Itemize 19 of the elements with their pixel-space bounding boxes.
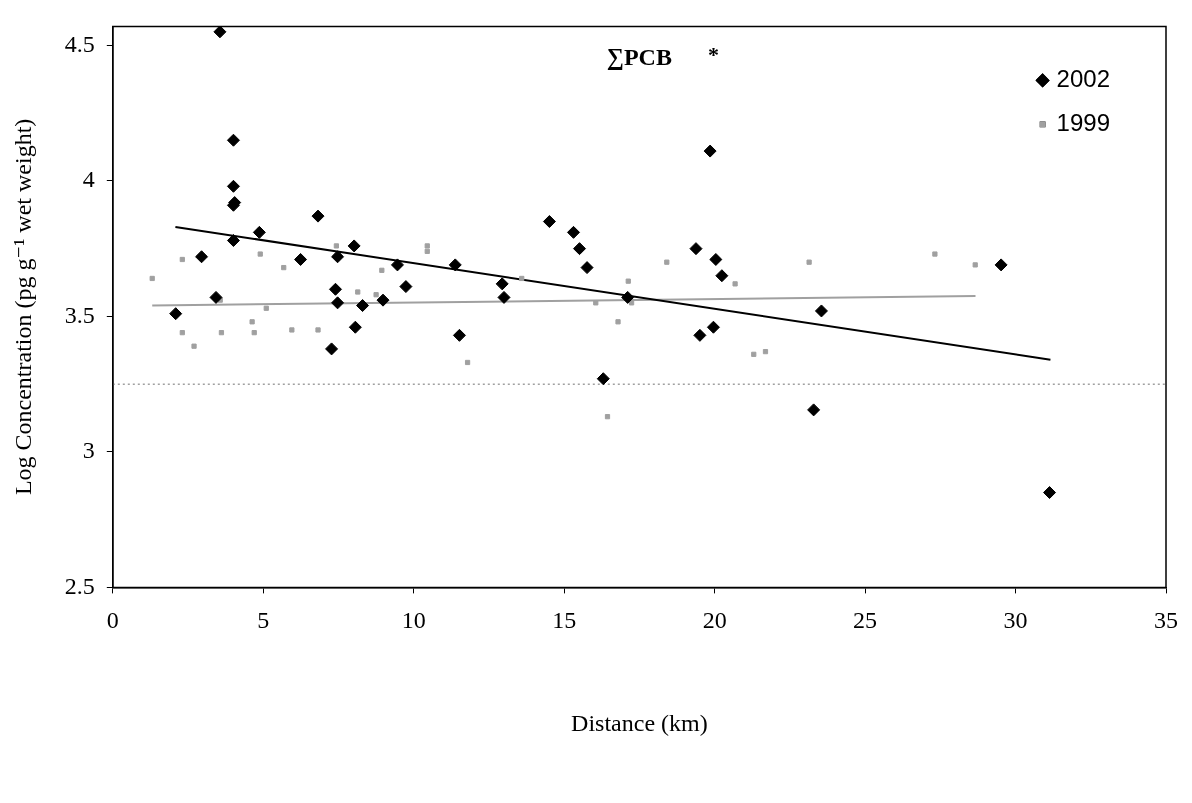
y-axis-title: Log Concentration (pg g⁻¹ wet weight) bbox=[9, 118, 36, 496]
x-tick-label: 0 bbox=[106, 607, 119, 634]
x-tick-label: 20 bbox=[702, 607, 727, 634]
y-tick-label: 4 bbox=[82, 166, 95, 193]
annotation: * bbox=[707, 42, 719, 68]
x-axis-title: Distance (km) bbox=[571, 709, 708, 736]
y-tick-label: 2.5 bbox=[64, 572, 95, 599]
legend-label: 1999 bbox=[1056, 109, 1110, 137]
x-tick-label: 15 bbox=[552, 607, 577, 634]
x-tick-label: 30 bbox=[1003, 607, 1028, 634]
legend-label: 2002 bbox=[1056, 65, 1110, 93]
x-tick-label: 35 bbox=[1154, 607, 1178, 634]
x-tick-label: 5 bbox=[257, 607, 270, 634]
x-tick-label: 25 bbox=[853, 607, 878, 634]
text: ∑PCB bbox=[606, 43, 672, 71]
x-tick-label: 10 bbox=[401, 607, 426, 634]
y-tick-label: 3 bbox=[82, 437, 95, 464]
y-tick-label: 4.5 bbox=[64, 30, 95, 57]
y-tick-label: 3.5 bbox=[64, 301, 95, 328]
